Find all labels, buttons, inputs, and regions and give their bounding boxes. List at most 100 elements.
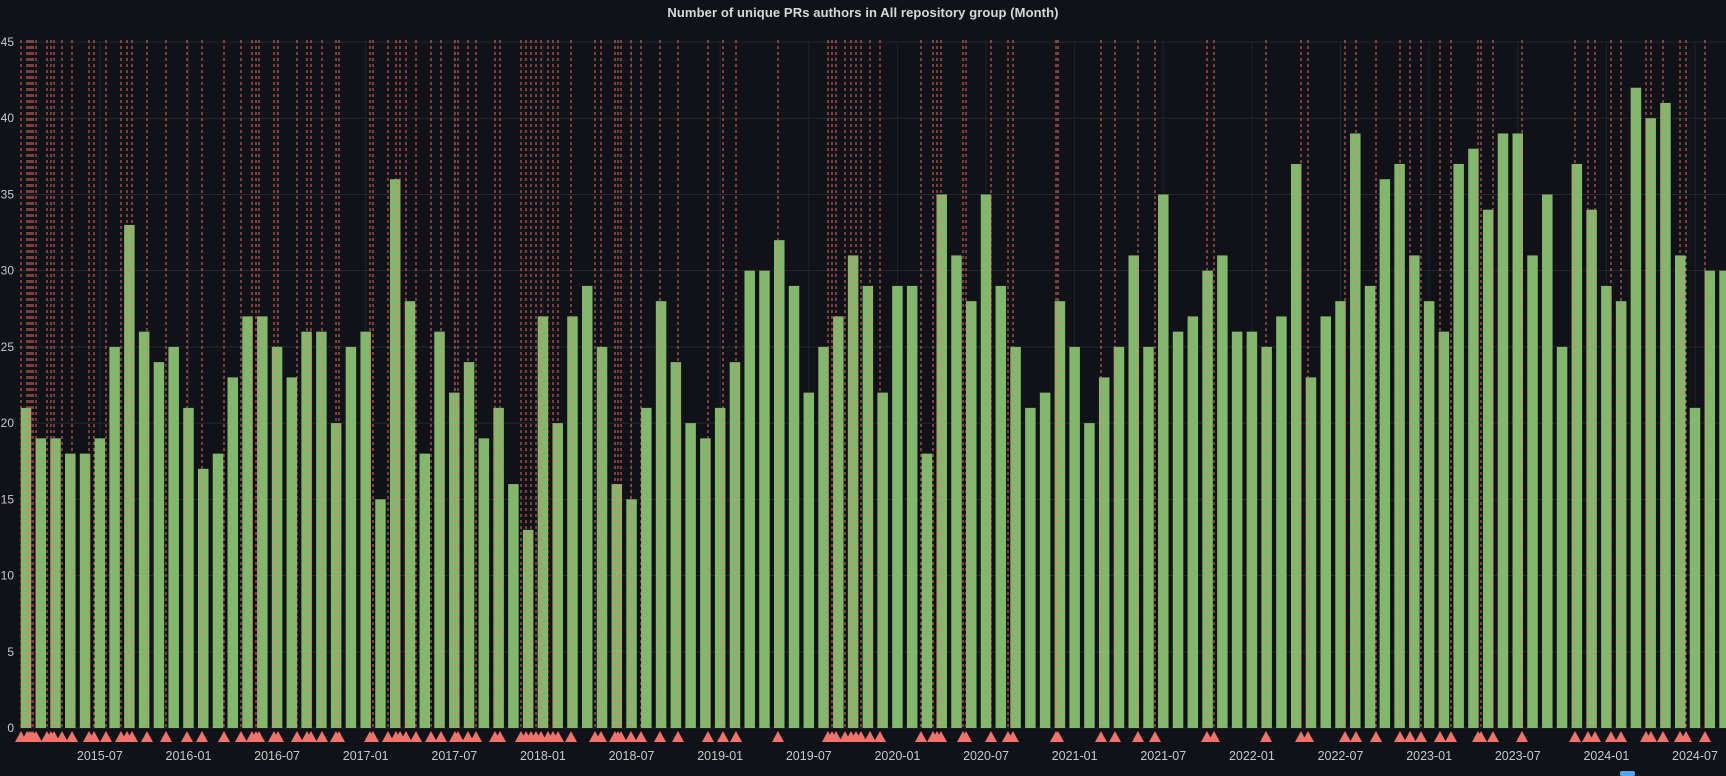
bar-2022-06[interactable] (1320, 316, 1331, 728)
bar-2015-09[interactable] (124, 224, 135, 728)
bar-2018-05[interactable] (596, 346, 608, 728)
annotation-marker-icon[interactable] (196, 731, 208, 742)
bar-2019-12[interactable] (877, 392, 888, 728)
bar-2022-05[interactable] (1305, 377, 1317, 728)
bar-2020-05[interactable] (951, 255, 962, 728)
annotation-marker-icon[interactable] (218, 731, 230, 742)
bar-2018-09[interactable] (655, 301, 667, 728)
annotation-marker-icon[interactable] (615, 731, 627, 742)
annotation-marker-icon[interactable] (160, 731, 172, 742)
bar-2015-04[interactable] (50, 438, 61, 728)
annotation-marker-icon[interactable] (1052, 731, 1064, 742)
annotation-marker-icon[interactable] (552, 731, 564, 742)
bar-2020-03[interactable] (921, 453, 933, 728)
bar-2021-08[interactable] (1172, 331, 1184, 728)
annotation-marker-icon[interactable] (1487, 731, 1499, 742)
bar-2015-11[interactable] (153, 362, 165, 728)
annotation-marker-icon[interactable] (565, 731, 577, 742)
annotation-marker-icon[interactable] (66, 731, 78, 742)
bar-2022-02[interactable] (1261, 346, 1272, 728)
annotation-marker-icon[interactable] (874, 731, 886, 742)
annotation-marker-icon[interactable] (305, 731, 317, 742)
annotation-marker-icon[interactable] (494, 731, 506, 742)
bar-2016-07[interactable] (271, 346, 283, 728)
annotation-marker-icon[interactable] (272, 731, 284, 742)
annotation-marker-icon[interactable] (1445, 731, 1457, 742)
bar-2020-06[interactable] (966, 301, 977, 728)
bar-2017-02[interactable] (375, 499, 386, 728)
annotation-marker-icon[interactable] (435, 731, 447, 742)
bar-2021-04[interactable] (1113, 346, 1125, 728)
annotation-marker-icon[interactable] (382, 731, 394, 742)
bar-2023-04[interactable] (1468, 148, 1479, 728)
bar-2024-09[interactable] (1719, 270, 1726, 728)
annotation-marker-icon[interactable] (100, 731, 112, 742)
bar-2016-01[interactable] (183, 407, 194, 728)
bar-2015-02[interactable] (20, 407, 32, 728)
annotation-marker-icon[interactable] (126, 731, 138, 742)
annotation-marker-icon[interactable] (1645, 731, 1657, 742)
bar-2016-02[interactable] (197, 468, 209, 728)
bar-2024-05[interactable] (1660, 102, 1671, 728)
annotation-marker-icon[interactable] (1589, 731, 1601, 742)
annotation-marker-icon[interactable] (1350, 731, 1362, 742)
bar-2018-03[interactable] (567, 316, 578, 728)
bar-2017-12[interactable] (522, 529, 534, 728)
bar-2015-08[interactable] (109, 346, 120, 728)
bar-2019-03[interactable] (744, 270, 755, 728)
bar-2023-05[interactable] (1482, 209, 1494, 728)
annotation-marker-icon[interactable] (1657, 731, 1669, 742)
annotation-marker-icon[interactable] (181, 731, 193, 742)
bar-2022-09[interactable] (1364, 285, 1376, 728)
bar-2022-12[interactable] (1409, 255, 1420, 728)
bar-2018-12[interactable] (700, 438, 711, 728)
bar-2024-01[interactable] (1601, 285, 1612, 728)
annotation-marker-icon[interactable] (425, 731, 437, 742)
annotation-marker-icon[interactable] (235, 731, 247, 742)
bar-2021-12[interactable] (1231, 331, 1243, 728)
bar-2016-03[interactable] (212, 453, 224, 728)
bar-2019-02[interactable] (729, 362, 741, 728)
bar-2016-09[interactable] (301, 331, 312, 728)
annotation-marker-icon[interactable] (253, 731, 265, 742)
bar-2019-09[interactable] (833, 316, 844, 728)
bar-2024-07[interactable] (1689, 407, 1701, 728)
bar-2019-08[interactable] (818, 346, 829, 728)
bar-2023-07[interactable] (1512, 133, 1524, 728)
annotation-marker-icon[interactable] (1339, 731, 1351, 742)
bar-2022-01[interactable] (1246, 331, 1258, 728)
bar-2017-07[interactable] (449, 392, 460, 728)
bar-2024-04[interactable] (1645, 118, 1656, 728)
annotation-marker-icon[interactable] (1475, 731, 1487, 742)
bar-2021-06[interactable] (1143, 346, 1154, 728)
bar-2021-10[interactable] (1202, 270, 1213, 728)
annotation-marker-icon[interactable] (717, 731, 729, 742)
bar-2022-07[interactable] (1335, 301, 1346, 728)
annotation-marker-icon[interactable] (1132, 731, 1144, 742)
annotation-marker-icon[interactable] (635, 731, 647, 742)
bar-2022-11[interactable] (1394, 163, 1405, 728)
annotation-marker-icon[interactable] (915, 731, 927, 742)
annotation-marker-icon[interactable] (141, 731, 153, 742)
bar-2024-03[interactable] (1630, 87, 1642, 728)
annotation-marker-icon[interactable] (291, 731, 303, 742)
annotation-marker-icon[interactable] (625, 731, 637, 742)
annotation-marker-icon[interactable] (960, 731, 972, 742)
bar-2019-07[interactable] (803, 392, 815, 728)
bar-2016-12[interactable] (345, 346, 357, 728)
annotation-marker-icon[interactable] (702, 731, 714, 742)
bar-2018-04[interactable] (581, 285, 593, 728)
bar-2020-11[interactable] (1039, 392, 1051, 728)
bar-2016-06[interactable] (257, 316, 268, 728)
bar-2017-09[interactable] (478, 438, 490, 728)
bar-2022-10[interactable] (1379, 179, 1391, 728)
bar-2017-06[interactable] (434, 331, 445, 728)
annotation-marker-icon[interactable] (672, 731, 684, 742)
bar-2017-08[interactable] (463, 362, 475, 728)
bar-2023-09[interactable] (1542, 194, 1553, 728)
bar-2022-03[interactable] (1276, 316, 1287, 728)
bar-2019-10[interactable] (847, 255, 859, 728)
bar-2020-08[interactable] (995, 285, 1007, 728)
annotation-marker-icon[interactable] (1605, 731, 1617, 742)
